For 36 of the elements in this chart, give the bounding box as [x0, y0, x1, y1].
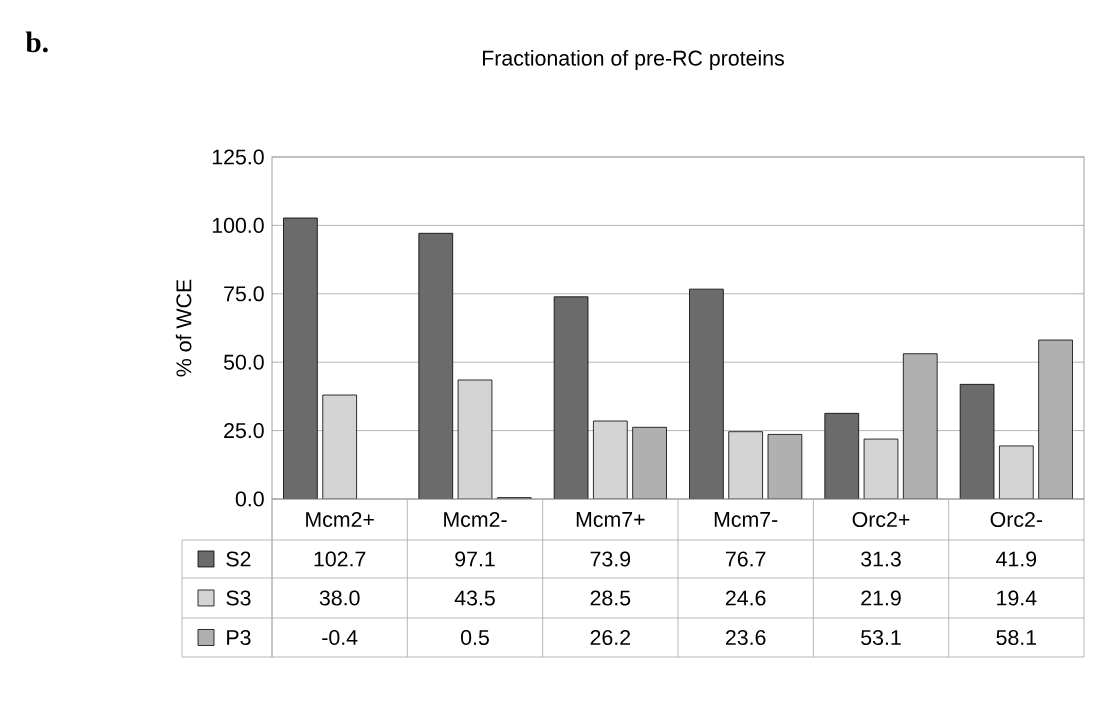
y-tick-label: 0.0: [235, 491, 264, 507]
data-label: 26.2: [590, 629, 631, 646]
x-tick-label: Orc2-: [990, 511, 1043, 528]
legend-label: S3: [226, 590, 251, 606]
data-label: 73.9: [590, 551, 631, 567]
y-tick-label: 50.0: [223, 354, 264, 370]
data-label: 19.4: [997, 590, 1037, 606]
data-label: 41.9: [996, 551, 1037, 567]
x-tick-label: Mcm7-: [714, 512, 778, 527]
data-label: 43.5: [454, 590, 495, 606]
data-label: 24.6: [725, 590, 766, 606]
y-tick-label: 25.0: [224, 423, 264, 439]
data-label: 53.1: [861, 629, 901, 646]
data-label: 97.1: [455, 551, 495, 567]
x-tick-label: Mcm7+: [576, 512, 645, 527]
data-label: 38.0: [319, 590, 360, 606]
legend-label: P3: [227, 629, 251, 646]
x-tick-label: Mcm2+: [306, 511, 374, 528]
data-label: 76.7: [726, 551, 766, 567]
data-label: 0.5: [461, 629, 489, 646]
chart-title: Fractionation of pre-RC proteins: [482, 50, 784, 70]
legend-label: S2: [226, 551, 251, 567]
data-label: 21.9: [861, 590, 901, 606]
data-label: 102.7: [314, 551, 366, 567]
y-tick-label: 75.0: [224, 286, 264, 302]
y-tick-label: 100.0: [212, 217, 264, 233]
y-tick-label: 125.0: [212, 149, 264, 165]
data-label: 58.1: [996, 629, 1037, 646]
data-label: 23.6: [725, 629, 766, 646]
data-label: 31.3: [861, 551, 901, 567]
text: -0.4: [322, 629, 358, 646]
x-tick-label: Mcm2-: [444, 511, 507, 528]
y-axis-title: % of WCE: [175, 279, 192, 377]
data-label: 28.5: [590, 590, 631, 606]
x-tick-label: Orc2+: [852, 511, 910, 528]
text: b.: [25, 31, 48, 53]
